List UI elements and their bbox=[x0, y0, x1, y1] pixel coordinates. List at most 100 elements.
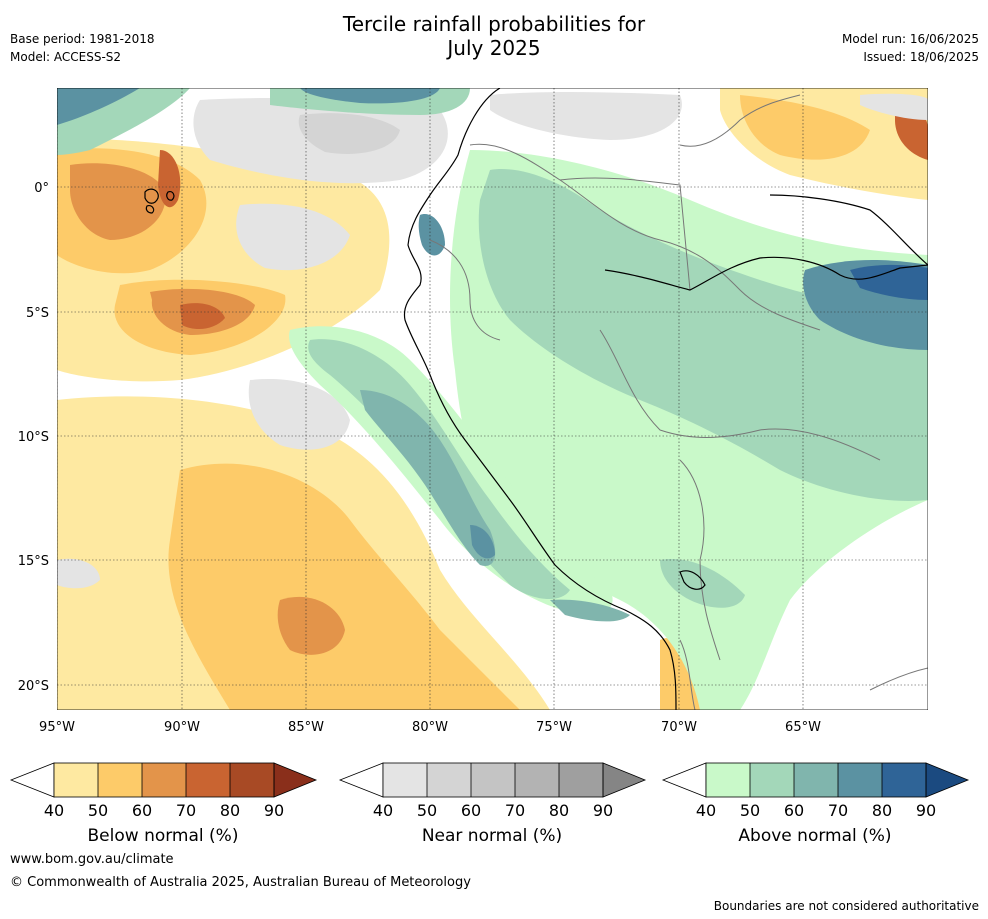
region-below-60-north-a bbox=[70, 163, 166, 240]
region-near-40-southwest bbox=[57, 558, 100, 589]
border-ecuador-peru bbox=[429, 239, 501, 341]
map-panel bbox=[57, 88, 928, 710]
issued-date: Issued: 18/06/2025 bbox=[863, 50, 979, 64]
lon-label: 65°W bbox=[785, 720, 821, 735]
region-above-70-northwest bbox=[57, 88, 140, 125]
lon-label: 90°W bbox=[164, 720, 200, 735]
legend-above-title: Above normal (%) bbox=[738, 826, 892, 846]
legend-near: 40 50 60 70 80 90 bbox=[338, 762, 647, 820]
model-run: Model run: 16/06/2025 bbox=[841, 32, 979, 46]
colorbar-swatch bbox=[98, 763, 142, 797]
lat-axis: 0° 5°S 10°S 15°S 20°S bbox=[18, 181, 49, 694]
legend-above: 40 50 60 70 80 90 bbox=[661, 762, 970, 820]
lon-label: 80°W bbox=[412, 720, 448, 735]
below-normal-regions bbox=[57, 88, 928, 710]
lat-label: 10°S bbox=[18, 430, 49, 445]
colorbar-tick: 80 bbox=[872, 801, 892, 820]
near-normal-regions bbox=[57, 91, 928, 589]
country-borders bbox=[429, 94, 928, 710]
region-near-40-colombia bbox=[490, 91, 682, 140]
lake-titicaca bbox=[679, 570, 706, 590]
colorbar-frame bbox=[382, 762, 604, 798]
legend-below: 40 50 60 70 80 90 bbox=[9, 762, 318, 820]
title-line-2: July 2025 bbox=[447, 36, 541, 60]
border-peru-brazil bbox=[599, 329, 881, 461]
colorbar-tick: 50 bbox=[417, 801, 437, 820]
colorbar-swatch bbox=[559, 763, 603, 797]
colorbar-tick: 70 bbox=[505, 801, 525, 820]
footer-url: www.bom.gov.au/climate bbox=[10, 852, 174, 867]
colorbar-tick: 70 bbox=[176, 801, 196, 820]
region-below-70-north-b bbox=[180, 303, 225, 330]
colorbar-dividers bbox=[97, 763, 231, 797]
region-near-40-mid bbox=[236, 203, 350, 271]
meta-right: Model run: 16/06/2025 Issued: 18/06/2025 bbox=[842, 30, 979, 66]
graticule bbox=[57, 88, 928, 710]
footer-disclaimer: Boundaries are not considered authoritat… bbox=[713, 899, 979, 913]
colorbar-frame bbox=[53, 762, 275, 798]
above-normal-regions bbox=[57, 88, 928, 710]
region-above-70-coast bbox=[470, 525, 495, 559]
colorbar-swatch bbox=[706, 763, 750, 797]
colorbar-tick: 70 bbox=[828, 801, 848, 820]
colorbar-tick: 80 bbox=[549, 801, 569, 820]
region-above-70-gulf bbox=[418, 214, 445, 256]
border-bolivia-paraguay bbox=[869, 667, 928, 691]
lon-label: 70°W bbox=[661, 720, 697, 735]
region-above-80-amazon-east bbox=[850, 264, 928, 300]
colorbar-tick: 60 bbox=[784, 801, 804, 820]
border-chile-bolivia bbox=[679, 639, 696, 710]
border-colombia-brazil bbox=[559, 177, 691, 291]
galapagos-island-c bbox=[145, 205, 155, 214]
region-near-40-south bbox=[248, 379, 350, 450]
colorbar-swatch bbox=[515, 763, 559, 797]
map-title: Tercile rainfall probabilities for July … bbox=[0, 12, 988, 60]
coastline-amazon bbox=[769, 194, 928, 266]
region-above-70-north bbox=[300, 88, 440, 104]
colorbar-over-arrow bbox=[925, 762, 970, 798]
legend-near-title: Near normal (%) bbox=[421, 826, 563, 846]
colorbar-swatch bbox=[230, 763, 274, 797]
lat-label: 20°S bbox=[18, 679, 49, 694]
colorbar-swatch bbox=[471, 763, 515, 797]
colorbar-swatch bbox=[383, 763, 427, 797]
colorbar-tick: 50 bbox=[88, 801, 108, 820]
region-near-40-northeast bbox=[860, 93, 928, 120]
colorbar-under-arrow bbox=[9, 762, 55, 798]
border-colombia-peru bbox=[469, 143, 821, 331]
galapagos-island-b bbox=[166, 191, 175, 201]
lat-label: 0° bbox=[34, 181, 49, 196]
border-colombia-venezuela bbox=[679, 94, 801, 147]
colorbar-swatch bbox=[838, 763, 882, 797]
border-peru-bolivia bbox=[679, 459, 721, 661]
colorbar-tick: 90 bbox=[916, 801, 936, 820]
coastline-west bbox=[403, 88, 677, 710]
colorbar-over-arrow bbox=[273, 762, 318, 798]
colorbar-swatch bbox=[882, 763, 926, 797]
colorbar-swatch bbox=[750, 763, 794, 797]
colorbar-tick: 40 bbox=[44, 801, 64, 820]
galapagos-island-a bbox=[144, 188, 159, 204]
base-period: Base period: 1981-2018 bbox=[10, 32, 155, 46]
region-above-60-south-coast bbox=[550, 599, 630, 622]
colorbar-dividers bbox=[426, 763, 560, 797]
colorbar-over-arrow bbox=[602, 762, 647, 798]
model-name: Model: ACCESS-S2 bbox=[10, 50, 122, 64]
colorbar-swatch bbox=[142, 763, 186, 797]
lat-label: 5°S bbox=[26, 306, 49, 321]
colorbar-tick: 80 bbox=[220, 801, 240, 820]
region-below-60-south bbox=[277, 596, 345, 655]
region-above-50-amazon bbox=[478, 169, 928, 501]
colorbar-swatch bbox=[54, 763, 98, 797]
colorbar-swatch bbox=[794, 763, 838, 797]
colorbar-tick: 90 bbox=[264, 801, 284, 820]
colorbar-tick: 60 bbox=[461, 801, 481, 820]
colorbar-swatch bbox=[186, 763, 230, 797]
colorbar-tick: 50 bbox=[740, 801, 760, 820]
lon-label: 95°W bbox=[39, 720, 75, 735]
amazon-river bbox=[604, 256, 928, 291]
region-below-70-galapagos bbox=[158, 150, 181, 208]
region-above-60-coast bbox=[360, 390, 496, 566]
lon-label: 75°W bbox=[536, 720, 572, 735]
